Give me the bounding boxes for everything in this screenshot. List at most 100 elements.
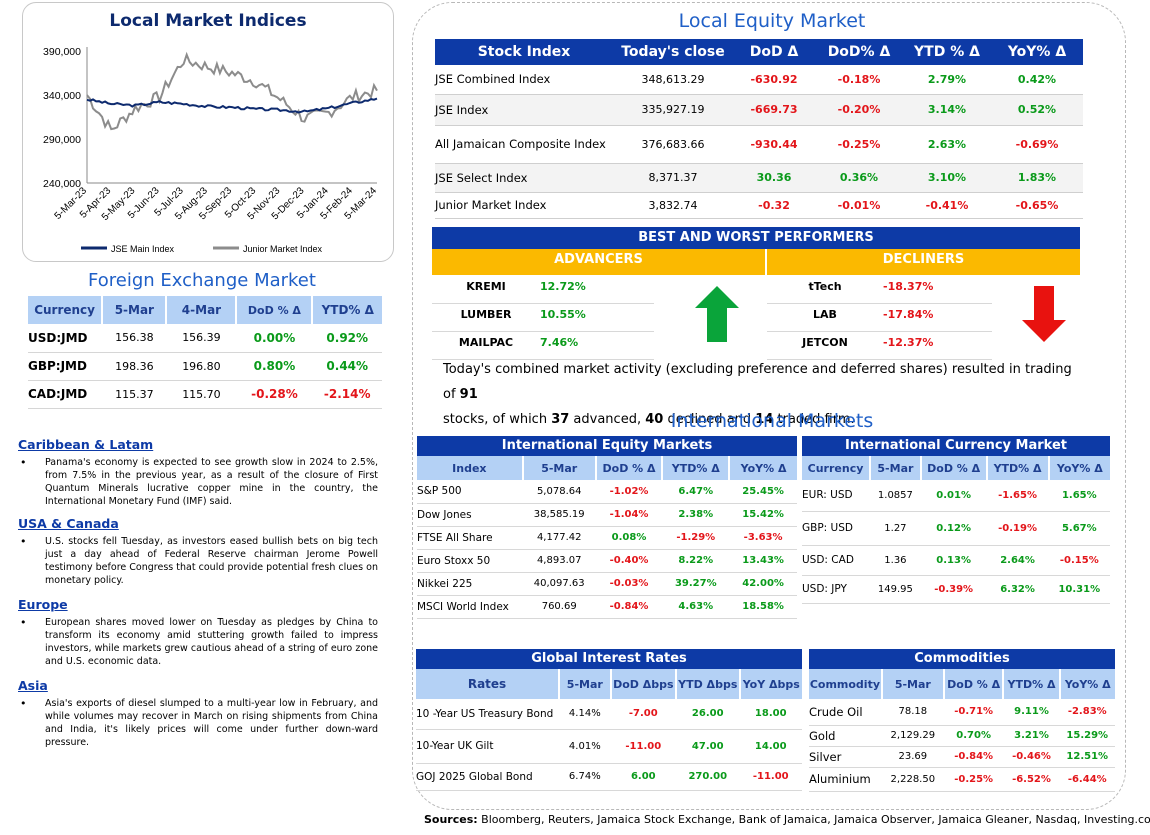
intl-eq-ytd: 4.63% <box>678 601 714 612</box>
fx-ytd: -2.14% <box>323 387 371 401</box>
rates-row: GOJ 2025 Global Bond 6.74% 6.00 270.00 -11.0… <box>416 763 802 790</box>
equity-yoy: 0.52% <box>1017 103 1057 116</box>
rates-dod: -11.00 <box>625 740 662 752</box>
com-dod: -0.84% <box>954 751 994 762</box>
advancers-item: KREMI 12.72% <box>432 276 654 304</box>
advancers-change: 12.72% <box>540 280 586 293</box>
decliners-item: JETCON -12.37% <box>767 332 992 360</box>
equity-index-name: JSE Index <box>435 102 489 117</box>
decliners-change: -12.37% <box>883 336 934 349</box>
indices-chart-title: Local Market Indices <box>109 11 307 31</box>
up-arrow-icon <box>695 286 739 342</box>
com-yoy: 12.51% <box>1066 751 1109 762</box>
sources-label: Sources: <box>424 813 478 826</box>
news-heading: Europe <box>18 597 68 612</box>
news-text: European shares moved lower on Tuesday a… <box>18 616 378 668</box>
commodities-table: Commodity 5-Mar DoD % Δ YTD% Δ YoY% Δ Cr… <box>809 669 1115 792</box>
fx-title: Foreign Exchange Market <box>88 270 316 291</box>
news-text: Asia's exports of diesel slumped to a mu… <box>18 697 378 749</box>
intl-eq-ytd: 8.22% <box>678 555 714 566</box>
equity-dod: -930.44 <box>750 137 798 151</box>
intl-title: International Markets <box>670 410 874 432</box>
intl-eq-yoy: 42.00% <box>742 578 784 589</box>
junior-market-index-line <box>86 51 378 131</box>
news-item: Asia Asia's exports of diesel slumped to … <box>18 678 378 749</box>
intl-currency-table: Currency 5-Mar DoD % Δ YTD% Δ YoY% Δ EUR… <box>802 456 1110 604</box>
decliners-item: tTech -18.37% <box>767 276 992 304</box>
equity-dod: 30.36 <box>756 171 792 184</box>
summary-firm: 14 <box>755 412 774 427</box>
intl-eq-ytd: -1.29% <box>676 532 716 543</box>
decliners-list: tTech -18.37% LAB -17.84% JETCON -12.37% <box>767 276 992 360</box>
rates-ytd: 26.00 <box>691 708 724 720</box>
intl-eq-dod: -0.84% <box>609 601 649 612</box>
com-ytd: 9.11% <box>1014 706 1049 718</box>
rates-dod: 6.00 <box>630 771 656 782</box>
intl-cur-yoy: -0.15% <box>1059 554 1099 566</box>
intl-eq-dod: -0.03% <box>609 578 649 589</box>
equity-dod-pct: -0.20% <box>837 103 881 116</box>
equity-yoy: -0.65% <box>1015 198 1059 212</box>
equity-dod: -669.73 <box>750 103 798 116</box>
com-header: 5-Mar <box>881 669 945 699</box>
intl-eq-header: 5-Mar <box>522 456 597 480</box>
intl-eq-value: 40,097.63 <box>533 578 585 589</box>
equity-header: DoD Δ <box>749 44 799 60</box>
news-section: Caribbean & Latam Panama's economy is exp… <box>18 437 378 749</box>
fx-header: 4-Mar <box>166 296 238 324</box>
equity-index-name: JSE Combined Index <box>435 72 551 87</box>
intl-cur-yoy: 1.65% <box>1061 489 1097 501</box>
equity-close: 3,832.74 <box>648 198 698 212</box>
com-value: 78.18 <box>898 706 928 718</box>
equity-index-name: All Jamaican Composite Index <box>435 137 606 151</box>
intl-eq-dod: -1.02% <box>609 485 649 497</box>
down-arrow-icon <box>1022 286 1066 342</box>
fx-current: 156.38 <box>115 331 154 345</box>
com-yoy: -6.44% <box>1067 773 1107 785</box>
intl-eq-name: Euro Stoxx 50 <box>417 554 491 567</box>
news-heading: USA & Canada <box>18 516 119 531</box>
advancers-header: ADVANCERS <box>432 249 765 275</box>
intl-eq-dod: 0.08% <box>611 532 647 543</box>
rates-value: 4.14% <box>568 708 601 720</box>
intl-cur-row: EUR: USD 1.0857 0.01% -1.65% 1.65% <box>802 480 1110 511</box>
equity-table: Stock Index Today's close DoD Δ DoD% Δ Y… <box>435 39 1083 219</box>
news-text: U.S. stocks fell Tuesday, as investors e… <box>18 535 378 587</box>
fx-previous: 196.80 <box>182 359 221 373</box>
advancers-ticker: MAILPAC <box>458 336 514 349</box>
rates-header: YoY Δbps <box>739 669 802 699</box>
equity-header: YoY% Δ <box>1007 44 1067 60</box>
com-yoy: 15.29% <box>1066 730 1109 741</box>
com-row: Gold 2,129.29 0.70% 3.21% 15.29% <box>809 725 1115 746</box>
intl-cur-value: 1.36 <box>884 554 907 566</box>
summary-total: 91 <box>459 387 478 402</box>
news-heading: Caribbean & Latam <box>18 437 154 452</box>
intl-cur-name: EUR: USD <box>802 489 853 502</box>
rates-name: 10 -Year US Treasury Bond <box>416 707 554 720</box>
equity-row: JSE Index 335,927.19 -669.73 -0.20% 3.14% 0.5… <box>435 94 1083 125</box>
equity-ytd: 3.10% <box>927 171 967 184</box>
intl-cur-name: USD: JPY <box>802 583 847 595</box>
rates-title: Global Interest Rates <box>416 649 802 669</box>
intl-cur-value: 1.0857 <box>877 489 913 501</box>
equity-ytd: 3.14% <box>927 103 967 116</box>
intl-cur-header: 5-Mar <box>870 456 922 480</box>
jse-main-index-line <box>86 97 378 114</box>
decliners-item: LAB -17.84% <box>767 304 992 332</box>
rates-name: 10-Year UK Gilt <box>416 740 494 752</box>
y-tick-label: 340,000 <box>43 90 81 102</box>
equity-dod-pct: 0.36% <box>839 171 879 184</box>
com-value: 2,129.29 <box>890 730 936 741</box>
commodities-title: Commodities <box>809 649 1115 669</box>
intl-cur-ytd: 6.32% <box>1000 583 1035 595</box>
equity-row: JSE Combined Index 348,613.29 -630.92 -0.18… <box>435 65 1083 94</box>
equity-header: Today's close <box>621 44 725 60</box>
fx-table: Currency 5-Mar 4-Mar DoD % Δ YTD% Δ USD:… <box>28 296 382 409</box>
rates-header: Rates <box>416 669 561 699</box>
rates-header: 5-Mar <box>559 669 612 699</box>
intl-cur-value: 149.95 <box>877 583 913 595</box>
equity-index-name: JSE Select Index <box>435 170 528 185</box>
intl-eq-value: 38,585.19 <box>533 509 585 520</box>
indices-chart-panel: Local Market Indices 390,000 340,000 290,0… <box>22 2 394 262</box>
equity-row: All Jamaican Composite Index 376,683.66 -9… <box>435 125 1083 163</box>
